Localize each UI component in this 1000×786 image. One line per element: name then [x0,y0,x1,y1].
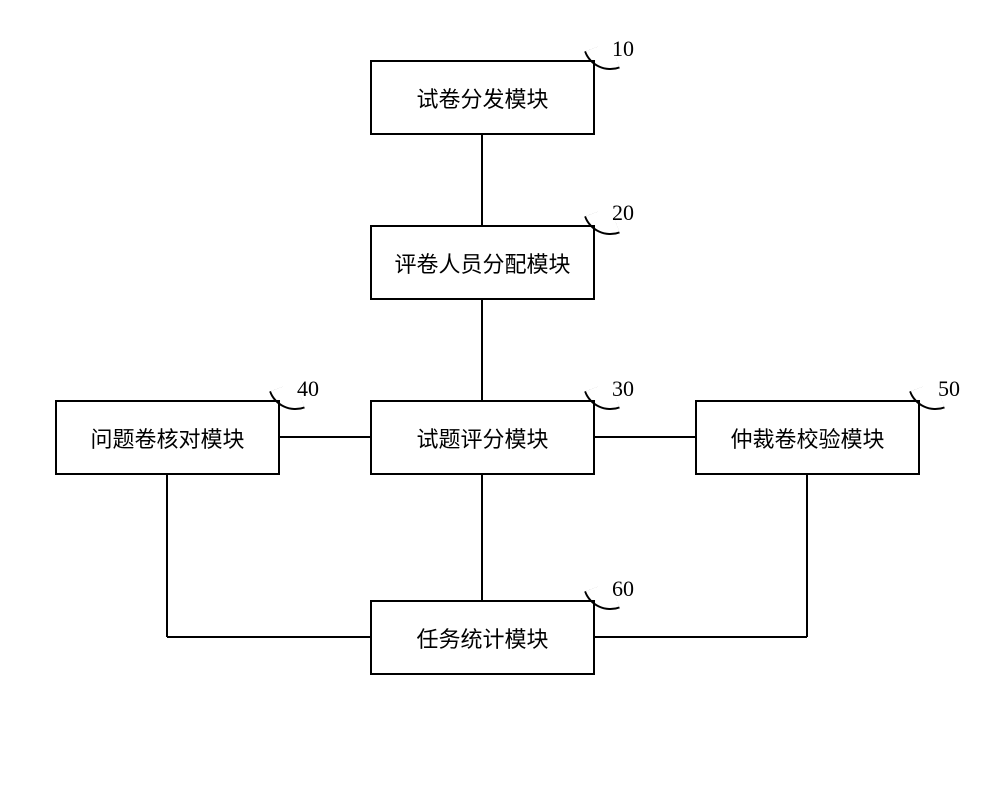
node-20-label: 评卷人员分配模块 [394,247,570,279]
node-40-problem-paper-check: 问题卷核对模块 [55,400,280,475]
node-20-grader-assignment: 评卷人员分配模块 [370,225,595,300]
node-60-label: 任务统计模块 [416,622,548,654]
node-50-label: 仲裁卷校验模块 [730,422,884,454]
node-60-task-statistics: 任务统计模块 [370,600,595,675]
node-40-label: 问题卷核对模块 [90,422,244,454]
node-10-paper-distribution: 试卷分发模块 [370,60,595,135]
node-30-question-scoring: 试题评分模块 [370,400,595,475]
node-30-label: 试题评分模块 [416,422,548,454]
node-50-arbitration-check: 仲裁卷校验模块 [695,400,920,475]
node-10-label: 试卷分发模块 [416,82,548,114]
